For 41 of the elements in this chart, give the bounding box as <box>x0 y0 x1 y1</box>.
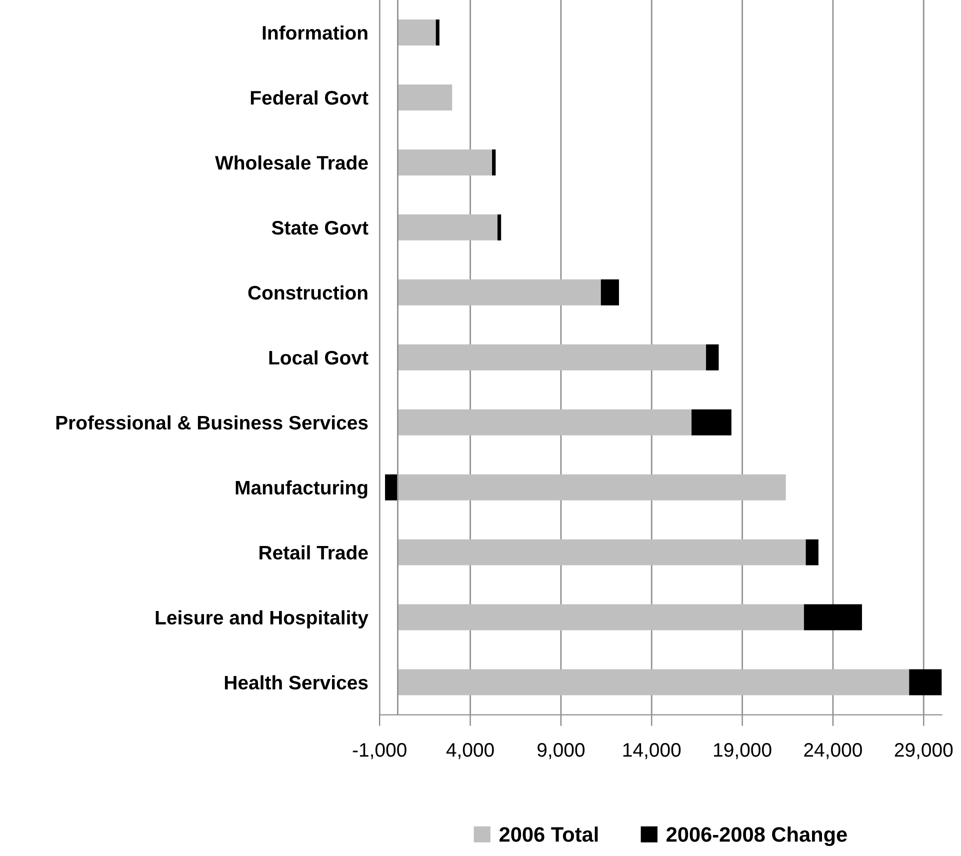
x-tick-label: 29,000 <box>894 743 953 760</box>
x-tick-label: 4,000 <box>446 743 494 760</box>
bar <box>600 279 619 306</box>
bar <box>398 214 498 240</box>
y-tick-label: Health Services <box>224 675 368 690</box>
y-tick-label: Local Govt <box>269 350 368 365</box>
x-tick-label: 9,000 <box>538 743 585 760</box>
bar <box>398 409 692 436</box>
y-tick-label: Manufacturing <box>236 480 368 498</box>
x-tick-label: 14,000 <box>623 743 681 760</box>
bar <box>398 669 910 696</box>
bar <box>436 19 440 46</box>
bar <box>909 669 942 696</box>
x-tick-label: -1,000 <box>352 743 406 760</box>
legend-label: 2006-2008 Change <box>666 826 847 846</box>
bar <box>398 149 492 176</box>
y-tick-label: Information <box>262 25 368 40</box>
bar <box>398 279 601 306</box>
bar <box>385 474 398 500</box>
bar <box>398 19 436 46</box>
x-tick-label: 19,000 <box>714 743 772 760</box>
bar <box>806 539 818 566</box>
y-tick-label: State Govt <box>272 220 368 235</box>
y-tick-label: Professional & Business Services <box>56 415 368 430</box>
bar <box>804 604 862 630</box>
bar <box>497 214 502 240</box>
bar <box>398 344 706 370</box>
x-tick-label: 24,000 <box>804 743 862 760</box>
bar <box>398 474 786 500</box>
y-tick-label: Federal Govt <box>250 90 368 105</box>
y-tick-label: Construction <box>248 285 368 300</box>
y-tick-label: Retail Trade <box>260 545 368 560</box>
bar <box>398 604 804 630</box>
y-tick-label: Wholesale Trade <box>215 155 368 170</box>
bar <box>398 539 806 566</box>
y-tick-label: Leisure and Hospitality <box>156 610 368 628</box>
bar <box>706 344 719 370</box>
legend-label: 2006 Total <box>500 826 598 842</box>
bar <box>692 409 732 436</box>
bar <box>398 84 452 110</box>
bar <box>492 149 496 176</box>
